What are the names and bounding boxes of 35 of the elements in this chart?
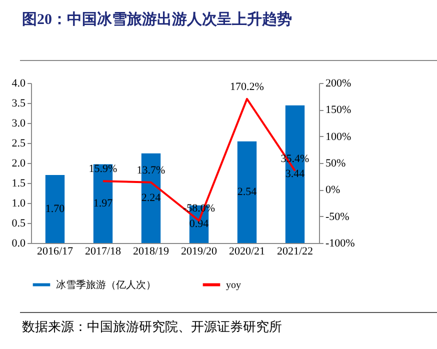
data-label: 2.54 <box>237 186 258 198</box>
y2-tick-label: 200% <box>326 78 352 90</box>
bar <box>45 175 65 243</box>
x-tick-label: 2017/18 <box>84 246 122 258</box>
x-tick-label: 2019/20 <box>180 246 218 258</box>
y2-tick-label: 50% <box>326 158 346 170</box>
y-tick-label: 3.5 <box>12 98 26 110</box>
x-tick-label: 2020/21 <box>228 246 266 258</box>
data-label: 2.24 <box>141 192 162 204</box>
y-tick-label: 1.0 <box>12 198 26 210</box>
y2-tick-label: 150% <box>326 104 352 116</box>
legend-label: yoy <box>226 280 241 291</box>
chart-title: 图20：中国冰雪旅游出游人次呈上升趋势 <box>22 10 292 29</box>
bar <box>237 141 257 243</box>
y-tick-label: 0.5 <box>12 218 26 230</box>
y-tick-label: 2.5 <box>12 138 26 150</box>
data-label: 1.70 <box>45 203 66 215</box>
y-tick-label: 0.0 <box>12 238 26 250</box>
data-label: 1.97 <box>93 198 114 210</box>
y-tick-label: 1.5 <box>12 178 26 190</box>
x-tick-label: 2018/19 <box>132 246 170 258</box>
data-label: 3.44 <box>285 168 306 180</box>
y-tick-label: 2.0 <box>12 158 26 170</box>
y2-tick-label: -100% <box>326 238 355 250</box>
data-label: 170.2% <box>230 80 264 93</box>
legend-label: 冰雪季旅游（亿人次） <box>56 278 156 291</box>
x-tick-label: 2016/17 <box>36 246 74 258</box>
y-tick-label: 3.0 <box>12 118 26 130</box>
x-tick-label: 2021/22 <box>276 246 314 258</box>
data-label: 0.94 <box>189 218 210 230</box>
y2-tick-label: -50% <box>326 210 350 223</box>
y2-tick-label: 0% <box>326 184 340 196</box>
source-note: 数据来源：中国旅游研究院、开源证券研究所 <box>22 318 282 336</box>
y-tick-label: 4.0 <box>12 78 26 90</box>
y2-tick-label: 100% <box>326 130 352 143</box>
